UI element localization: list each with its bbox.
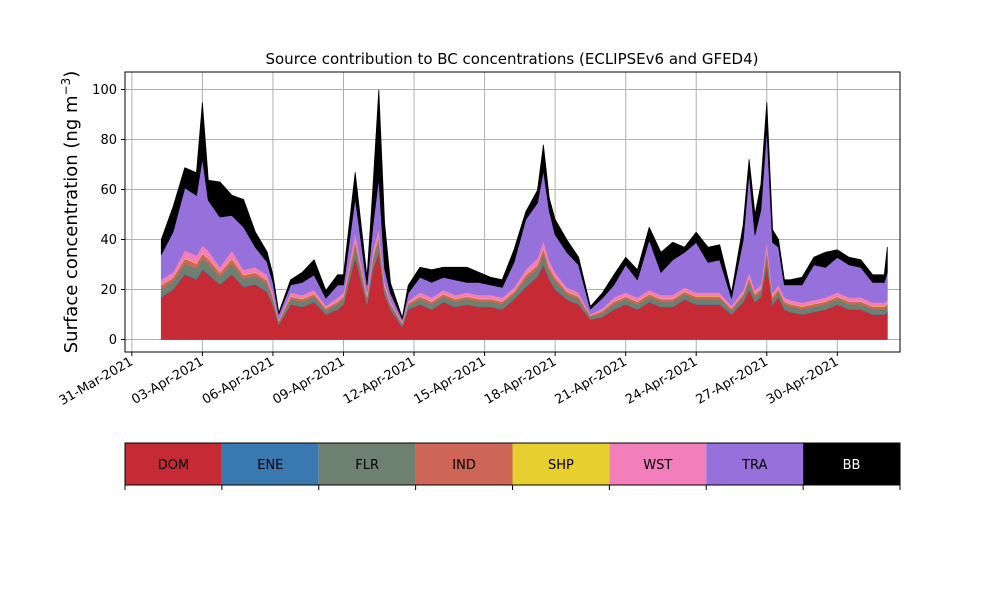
y-tick-label: 40 [100,233,117,248]
legend-label-ene: ENE [257,458,283,473]
legend-swatch-dom [125,443,222,485]
legend-label-flr: FLR [355,458,379,473]
legend-swatch-flr [318,443,416,485]
legend-swatch-ind [415,443,513,485]
chart-title: Source contribution to BC concentrations… [265,50,758,68]
x-tick-label: 18-Apr-2021 [482,354,559,407]
x-tick-label: 24-Apr-2021 [623,354,700,407]
y-tick-label: 60 [100,183,117,198]
legend-label-bb: BB [843,458,861,473]
legend-label-shp: SHP [548,458,574,473]
y-axis-label: Surface concentration (ng m−3) [59,71,82,354]
y-axis: 0 20 40 60 80 100 [92,83,125,348]
x-tick-label: 21-Apr-2021 [553,354,630,407]
area-bb [160,89,888,320]
y-axis-label-text: Surface concentration (ng m [61,95,82,353]
legend-label-dom: DOM [158,458,189,473]
legend-label-tra: TRA [741,458,767,473]
x-tick-label: 31-Mar-2021 [57,354,136,408]
x-tick-label: 03-Apr-2021 [129,354,206,407]
legend-label-wst: WST [643,458,672,473]
y-tick-label: 100 [92,83,117,98]
y-tick-label: 80 [100,133,117,148]
y-axis-label-exponent: −3 [59,78,73,96]
source-legend: DOM ENE FLR IND SHP WST TRA BB [124,442,901,490]
y-axis-label-close: ) [61,71,82,78]
y-tick-label: 20 [100,283,117,298]
x-tick-label: 12-Apr-2021 [341,354,418,407]
x-axis: 31-Mar-202103-Apr-202106-Apr-202109-Apr-… [57,352,841,409]
x-tick-label: 15-Apr-2021 [411,354,488,407]
x-tick-label: 27-Apr-2021 [694,354,771,407]
legend-swatch-bb [803,443,900,485]
x-tick-label: 09-Apr-2021 [270,354,347,407]
x-tick-label: 06-Apr-2021 [200,354,277,407]
legend-label-ind: IND [452,458,476,473]
legend-swatch-wst [609,443,707,485]
plot-frame [124,71,901,353]
legend-swatch-ene [221,443,319,485]
stacked-areas [160,89,888,340]
x-tick-label: 30-Apr-2021 [764,354,841,407]
legend-swatch-tra [706,443,804,485]
y-tick-label: 0 [109,333,117,348]
legend-swatch-shp [512,443,610,485]
